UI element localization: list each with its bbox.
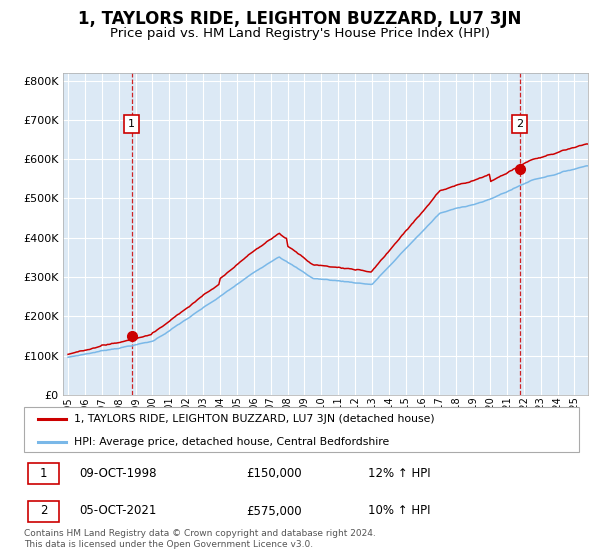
Text: 12% ↑ HPI: 12% ↑ HPI bbox=[368, 468, 431, 480]
FancyBboxPatch shape bbox=[24, 407, 579, 452]
Text: Price paid vs. HM Land Registry's House Price Index (HPI): Price paid vs. HM Land Registry's House … bbox=[110, 27, 490, 40]
FancyBboxPatch shape bbox=[28, 464, 59, 484]
FancyBboxPatch shape bbox=[28, 501, 59, 521]
Text: £150,000: £150,000 bbox=[246, 468, 302, 480]
Text: 1: 1 bbox=[40, 468, 47, 480]
Text: 1, TAYLORS RIDE, LEIGHTON BUZZARD, LU7 3JN: 1, TAYLORS RIDE, LEIGHTON BUZZARD, LU7 3… bbox=[79, 10, 521, 28]
Text: 1, TAYLORS RIDE, LEIGHTON BUZZARD, LU7 3JN (detached house): 1, TAYLORS RIDE, LEIGHTON BUZZARD, LU7 3… bbox=[74, 414, 434, 424]
Text: 2: 2 bbox=[516, 119, 523, 129]
Text: HPI: Average price, detached house, Central Bedfordshire: HPI: Average price, detached house, Cent… bbox=[74, 437, 389, 447]
Text: 09-OCT-1998: 09-OCT-1998 bbox=[79, 468, 157, 480]
Text: Contains HM Land Registry data © Crown copyright and database right 2024.: Contains HM Land Registry data © Crown c… bbox=[24, 529, 376, 538]
Text: £575,000: £575,000 bbox=[246, 505, 302, 517]
Text: 2: 2 bbox=[40, 505, 47, 517]
Text: This data is licensed under the Open Government Licence v3.0.: This data is licensed under the Open Gov… bbox=[24, 540, 313, 549]
Text: 10% ↑ HPI: 10% ↑ HPI bbox=[368, 505, 431, 517]
Text: 05-OCT-2021: 05-OCT-2021 bbox=[79, 505, 157, 517]
Text: 1: 1 bbox=[128, 119, 135, 129]
